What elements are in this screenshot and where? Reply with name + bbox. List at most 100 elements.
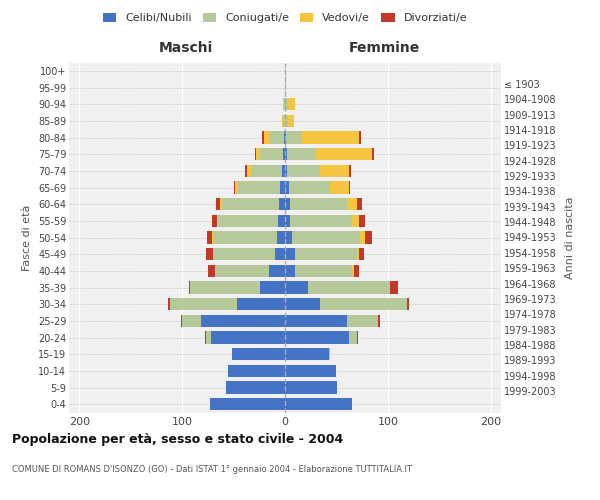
Bar <box>359 214 365 227</box>
Bar <box>285 264 295 277</box>
Bar <box>285 148 287 160</box>
Bar <box>208 264 215 277</box>
Bar <box>349 181 350 194</box>
Legend: Celibi/Nubili, Coniugati/e, Vedovi/e, Divorziati/e: Celibi/Nubili, Coniugati/e, Vedovi/e, Di… <box>98 8 472 28</box>
Bar <box>285 164 287 177</box>
Bar <box>352 264 354 277</box>
Bar <box>285 314 347 327</box>
Bar <box>256 148 260 160</box>
Bar <box>280 181 285 194</box>
Bar <box>206 248 213 260</box>
Bar <box>247 164 251 177</box>
Bar <box>283 114 285 127</box>
Bar <box>285 114 288 127</box>
Bar <box>216 198 220 210</box>
Bar <box>285 214 290 227</box>
Bar <box>308 281 390 293</box>
Bar <box>357 198 362 210</box>
Bar <box>285 281 308 293</box>
Bar <box>284 98 285 110</box>
Bar <box>213 231 277 244</box>
Bar <box>285 81 286 94</box>
Bar <box>282 164 285 177</box>
Bar <box>320 298 407 310</box>
Bar <box>349 331 357 344</box>
Bar <box>211 331 285 344</box>
Bar <box>255 148 256 160</box>
Bar <box>170 298 236 310</box>
Bar <box>277 231 285 244</box>
Bar <box>295 248 357 260</box>
Bar <box>302 131 359 144</box>
Bar <box>285 348 329 360</box>
Bar <box>210 398 285 410</box>
Bar <box>285 64 286 77</box>
Bar <box>207 231 212 244</box>
Bar <box>285 364 337 377</box>
Bar <box>236 181 280 194</box>
Bar <box>278 214 285 227</box>
Bar <box>285 98 287 110</box>
Bar <box>279 198 285 210</box>
Bar <box>285 398 352 410</box>
Bar <box>283 148 285 160</box>
Y-axis label: Anni di nascita: Anni di nascita <box>565 196 575 278</box>
Bar <box>190 281 260 293</box>
Bar <box>292 231 360 244</box>
Bar <box>222 198 279 210</box>
Bar <box>260 281 285 293</box>
Bar <box>226 381 285 394</box>
Bar <box>283 98 284 110</box>
Bar <box>285 198 290 210</box>
Bar <box>269 264 285 277</box>
Bar <box>286 131 302 144</box>
Text: Maschi: Maschi <box>158 42 213 56</box>
Bar <box>251 164 282 177</box>
Bar <box>215 264 269 277</box>
Bar <box>290 214 352 227</box>
Bar <box>181 314 182 327</box>
Bar <box>235 181 236 194</box>
Bar <box>232 348 285 360</box>
Bar <box>289 181 330 194</box>
Text: COMUNE DI ROMANS D'ISONZO (GO) - Dati ISTAT 1° gennaio 2004 - Elaborazione TUTTI: COMUNE DI ROMANS D'ISONZO (GO) - Dati IS… <box>12 466 412 474</box>
Bar <box>295 264 352 277</box>
Bar <box>212 214 217 227</box>
Bar <box>354 264 359 277</box>
Bar <box>220 198 222 210</box>
Bar <box>290 198 347 210</box>
Bar <box>168 298 170 310</box>
Bar <box>357 248 359 260</box>
Bar <box>287 148 316 160</box>
Bar <box>287 98 295 110</box>
Text: Popolazione per età, sesso e stato civile - 2004: Popolazione per età, sesso e stato civil… <box>12 432 343 446</box>
Bar <box>320 164 349 177</box>
Bar <box>200 314 285 327</box>
Bar <box>275 248 285 260</box>
Text: Femmine: Femmine <box>349 42 420 56</box>
Bar <box>373 148 374 160</box>
Bar <box>245 164 247 177</box>
Bar <box>284 131 285 144</box>
Bar <box>359 248 364 260</box>
Bar <box>357 331 358 344</box>
Y-axis label: Fasce di età: Fasce di età <box>22 204 32 270</box>
Bar <box>287 164 320 177</box>
Bar <box>285 331 349 344</box>
Bar <box>360 231 365 244</box>
Bar <box>285 231 292 244</box>
Bar <box>349 164 351 177</box>
Bar <box>182 314 200 327</box>
Bar <box>352 214 359 227</box>
Bar <box>285 381 337 394</box>
Bar <box>390 281 398 293</box>
Bar <box>377 314 380 327</box>
Bar <box>288 114 294 127</box>
Bar <box>236 298 285 310</box>
Bar <box>233 181 235 194</box>
Bar <box>205 331 206 344</box>
Bar <box>206 331 211 344</box>
Bar <box>329 348 330 360</box>
Bar <box>347 198 357 210</box>
Bar <box>285 248 295 260</box>
